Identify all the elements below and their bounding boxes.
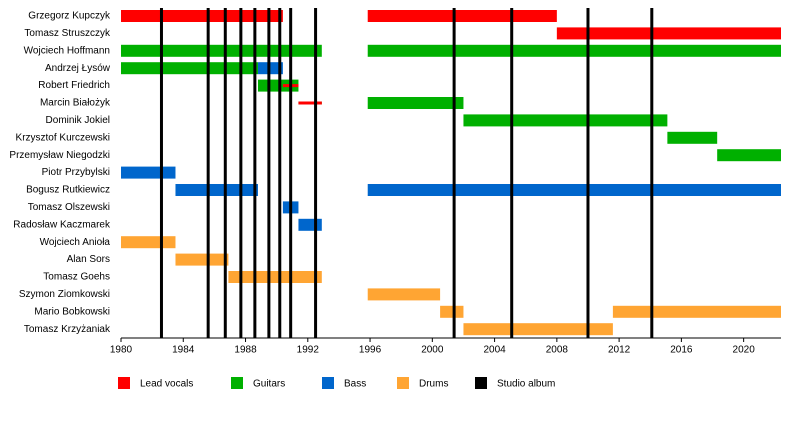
member-bar [298,218,322,231]
member-bar [717,149,781,162]
legend-label: Drums [419,379,448,390]
x-tick-label: 2000 [421,345,444,356]
legend-swatch [118,377,130,389]
member-label: Krzysztof Kurczewski [16,132,110,143]
x-tick-label: 1980 [110,345,133,356]
member-label: Tomasz Struszczyk [24,28,111,39]
x-tick-label: 2020 [733,345,756,356]
member-label: Bogusz Rutkiewicz [26,185,110,196]
legend-swatch [231,377,243,389]
member-bar [257,62,283,75]
member-bar [367,288,441,301]
member-label: Tomasz Krzyżaniak [24,324,111,335]
member-bar [440,305,464,318]
member-label: Szymon Ziomkowski [19,289,110,300]
member-bar [463,323,613,336]
x-tick-label: 2012 [608,345,631,356]
member-bar [367,184,781,196]
member-label: Dominik Jokiel [46,115,110,126]
x-tick-label: 1992 [297,345,320,356]
member-label: Tomasz Goehs [43,272,110,283]
member-bar [367,97,464,109]
member-bar [463,114,668,127]
member-label: Alan Sors [67,254,110,265]
member-label: Andrzej Łysów [45,63,111,74]
member-bar [121,166,176,179]
legend-label: Bass [344,379,366,390]
member-label: Tomasz Olszewski [28,202,110,213]
member-label: Wojciech Anioła [40,237,111,248]
member-label: Mario Bobkowski [34,306,110,317]
legend-swatch [397,377,409,389]
member-bar [121,236,176,249]
x-tick-label: 2008 [546,345,569,356]
member-bar [121,62,258,75]
x-tick-label: 1988 [234,345,257,356]
member-label: Marcin Białożyk [40,98,111,109]
member-bar [556,27,781,40]
member-bar [367,44,781,57]
member-label: Grzegorz Kupczyk [28,11,111,22]
legend-swatch [322,377,334,389]
legend-label: Guitars [253,379,285,390]
member-label: Wojciech Hoffmann [24,45,110,56]
member-bar [121,10,283,22]
member-bar [367,10,557,22]
member-bar [175,184,258,196]
member-label: Piotr Przybylski [42,167,110,178]
member-bar [121,44,322,57]
member-label: Przemysław Niegodzki [9,150,110,161]
legend-swatch [475,377,487,389]
member-bar [298,101,322,105]
x-tick-label: 2004 [483,345,506,356]
member-label: Radosław Kaczmarek [13,219,111,230]
member-bar [175,253,229,266]
x-tick-label: 1996 [359,345,382,356]
member-bar [667,131,718,144]
legend-label: Lead vocals [140,379,193,390]
member-bar [612,305,781,318]
member-label: Robert Friedrich [38,80,110,91]
x-tick-label: 1984 [172,345,195,356]
member-bar [228,271,322,283]
x-tick-label: 2016 [670,345,693,356]
legend-label: Studio album [497,379,555,390]
